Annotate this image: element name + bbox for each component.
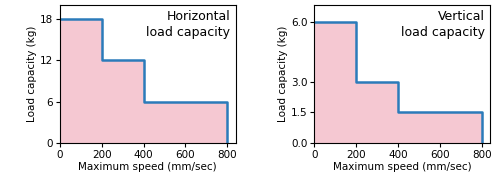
Y-axis label: Load capacity (kg): Load capacity (kg) [27,26,37,122]
Polygon shape [60,19,227,143]
Text: Horizontal
load capacity: Horizontal load capacity [146,10,230,39]
Y-axis label: Load capacity (kg): Load capacity (kg) [278,26,288,122]
Text: Vertical
load capacity: Vertical load capacity [400,10,484,39]
Polygon shape [314,22,482,143]
X-axis label: Maximum speed (mm/sec): Maximum speed (mm/sec) [78,163,217,172]
X-axis label: Maximum speed (mm/sec): Maximum speed (mm/sec) [333,163,471,172]
